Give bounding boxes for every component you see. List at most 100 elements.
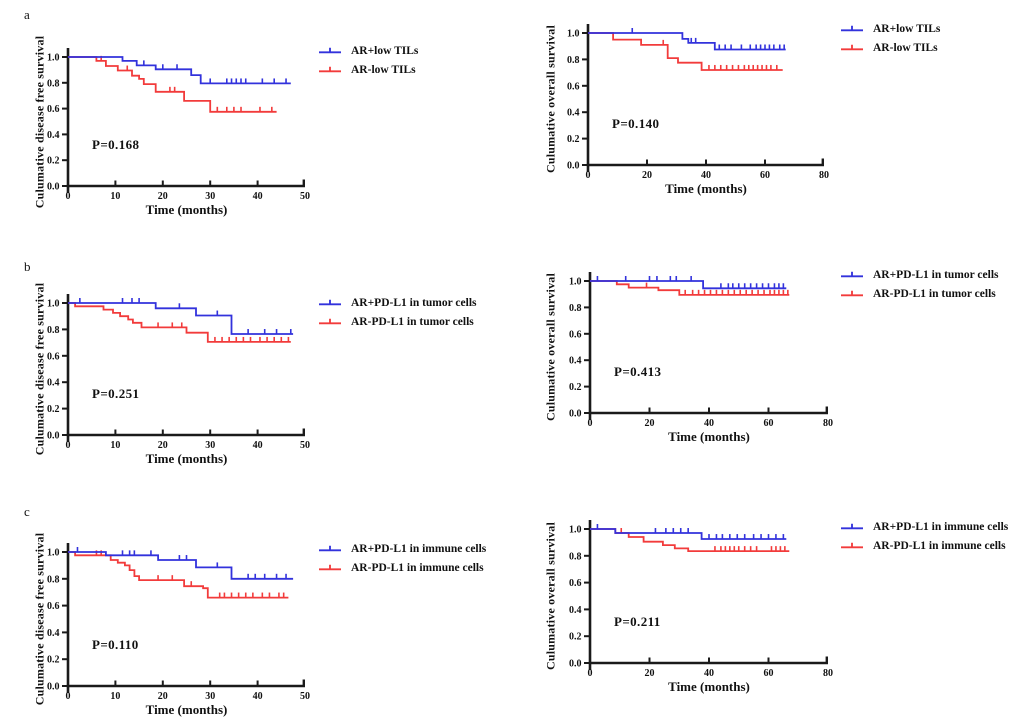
legend-item: AR-PD-L1 in immune cells	[840, 538, 1008, 553]
svg-text:0.2: 0.2	[47, 404, 60, 415]
svg-text:0.2: 0.2	[567, 134, 580, 145]
legend-line-censor-icon	[319, 299, 341, 306]
legend-label: AR+PD-L1 in tumor cells	[351, 296, 477, 309]
svg-text:0.6: 0.6	[47, 104, 60, 115]
svg-text:20: 20	[642, 170, 652, 181]
svg-text:40: 40	[704, 668, 714, 679]
svg-text:0.4: 0.4	[47, 378, 60, 389]
legend: AR+PD-L1 in tumor cells AR-PD-L1 in tumo…	[840, 267, 998, 305]
p-value-label: P=0.211	[614, 614, 661, 629]
svg-text:0.6: 0.6	[569, 329, 582, 340]
legend-item: AR-low TILs	[318, 62, 418, 77]
svg-text:0.4: 0.4	[569, 605, 582, 616]
svg-text:80: 80	[819, 170, 829, 181]
svg-text:0: 0	[66, 191, 71, 202]
panel-letter-a: a	[24, 7, 30, 22]
svg-text:1.0: 1.0	[47, 53, 60, 64]
svg-text:0.8: 0.8	[569, 303, 582, 314]
panel-letter-c: c	[24, 504, 30, 519]
legend-item: AR-PD-L1 in immune cells	[318, 560, 486, 575]
svg-text:0.4: 0.4	[47, 130, 60, 141]
legend-label: AR-PD-L1 in immune cells	[351, 561, 484, 574]
svg-text:60: 60	[764, 668, 774, 679]
svg-text:30: 30	[205, 691, 215, 702]
svg-text:0.0: 0.0	[569, 659, 582, 670]
legend-line-censor-icon	[841, 271, 863, 278]
legend-label: AR-PD-L1 in immune cells	[873, 539, 1006, 552]
legend-line-censor-icon	[319, 318, 341, 325]
x-axis-title: Time (months)	[668, 679, 750, 694]
km-plot-b-dfs: 0 10 20 30 40 50 0.0 0.2 0.4 0.6 0.8 1.0	[47, 294, 310, 451]
legend-line-censor-icon	[319, 47, 341, 54]
legend-label: AR+low TILs	[351, 44, 419, 57]
legend-label: AR-low TILs	[873, 41, 938, 54]
legend: AR+PD-L1 in immune cells AR-PD-L1 in imm…	[318, 541, 486, 579]
svg-text:0.2: 0.2	[569, 632, 582, 643]
svg-text:0: 0	[66, 691, 71, 702]
svg-text:0.8: 0.8	[47, 78, 60, 89]
svg-text:10: 10	[110, 191, 120, 202]
legend-line-censor-icon	[319, 564, 341, 571]
legend-line-censor-icon	[841, 44, 863, 51]
x-axis-title: Time (months)	[668, 429, 750, 444]
svg-text:0.0: 0.0	[47, 682, 60, 693]
legend-label: AR+PD-L1 in immune cells	[351, 542, 487, 555]
km-plot-c-dfs: 0 10 20 30 40 50 0.0 0.2 0.4 0.6 0.8 1.0	[47, 543, 310, 702]
legend-item: AR-low TILs	[840, 40, 940, 55]
y-axis-title: Culumative overall survival	[543, 521, 558, 671]
svg-text:1.0: 1.0	[569, 525, 582, 536]
p-value-label: P=0.251	[92, 386, 140, 401]
legend-line-censor-icon	[841, 542, 863, 549]
legend-item: AR-PD-L1 in tumor cells	[318, 314, 476, 329]
legend-label: AR-low TILs	[351, 63, 416, 76]
svg-text:0.6: 0.6	[47, 601, 60, 612]
svg-text:80: 80	[823, 668, 833, 679]
legend-label: AR+PD-L1 in immune cells	[873, 520, 1009, 533]
svg-text:1.0: 1.0	[47, 299, 60, 310]
svg-text:0: 0	[66, 440, 71, 451]
svg-text:0.0: 0.0	[47, 182, 60, 193]
p-value-label: P=0.168	[92, 137, 140, 152]
svg-text:60: 60	[760, 170, 770, 181]
legend: AR+low TILs AR-low TILs	[318, 43, 418, 81]
legend-item: AR+low TILs	[318, 43, 418, 58]
legend-line-censor-icon	[841, 290, 863, 297]
svg-text:40: 40	[704, 418, 714, 429]
svg-text:0.6: 0.6	[47, 351, 60, 362]
legend-label: AR+low TILs	[873, 22, 941, 35]
svg-text:40: 40	[253, 191, 263, 202]
svg-text:0.2: 0.2	[47, 156, 60, 167]
svg-text:0.6: 0.6	[567, 81, 580, 92]
legend-line-censor-icon	[319, 545, 341, 552]
svg-text:0.0: 0.0	[569, 409, 582, 420]
svg-text:1.0: 1.0	[47, 548, 60, 559]
km-plot-b-os: 0 20 40 60 80 0.0 0.2 0.4 0.6 0.8 1.0	[569, 272, 833, 429]
p-value-label: P=0.140	[612, 116, 660, 131]
legend: AR+low TILs AR-low TILs	[840, 21, 940, 59]
svg-text:0.0: 0.0	[567, 161, 580, 172]
svg-text:1.0: 1.0	[567, 29, 580, 40]
km-plot-a-os: 0 20 40 60 80 0.0 0.2 0.4 0.6 0.8 1.0	[567, 24, 829, 181]
svg-text:50: 50	[300, 191, 310, 202]
svg-text:0.8: 0.8	[47, 325, 60, 336]
svg-text:50: 50	[300, 691, 310, 702]
svg-text:20: 20	[158, 440, 168, 451]
km-plot-c-os: 0 20 40 60 80 0.0 0.2 0.4 0.6 0.8 1.0	[569, 520, 833, 679]
legend-item: AR+PD-L1 in tumor cells	[840, 267, 998, 282]
legend-item: AR+PD-L1 in immune cells	[318, 541, 486, 556]
svg-text:20: 20	[645, 418, 655, 429]
legend-item: AR+low TILs	[840, 21, 940, 36]
svg-text:20: 20	[158, 191, 168, 202]
legend-label: AR+PD-L1 in tumor cells	[873, 268, 999, 281]
svg-text:0.4: 0.4	[569, 356, 582, 367]
svg-text:0.6: 0.6	[569, 578, 582, 589]
svg-text:40: 40	[701, 170, 711, 181]
svg-text:50: 50	[300, 440, 310, 451]
x-axis-title: Time (months)	[145, 202, 228, 217]
